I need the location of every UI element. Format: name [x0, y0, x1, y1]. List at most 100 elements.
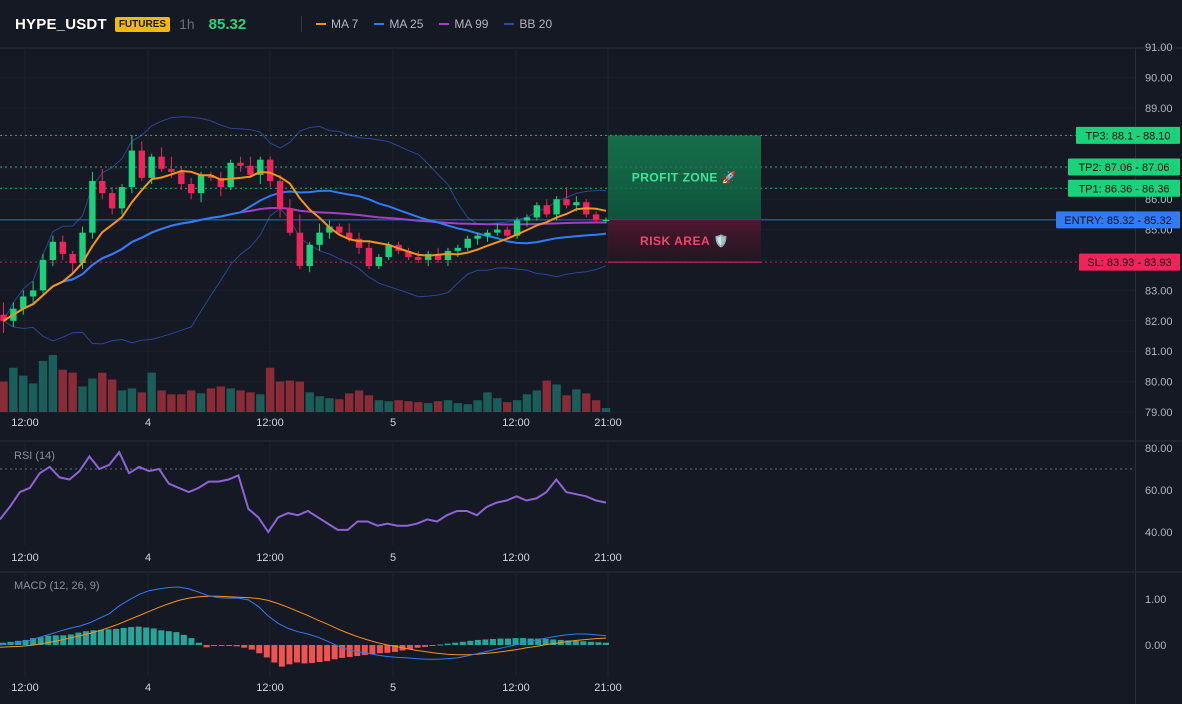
candle-body	[523, 217, 531, 221]
volume-bar	[591, 400, 601, 412]
symbol-name[interactable]: HYPE_USDT	[15, 15, 107, 33]
macd-histogram-bar	[452, 642, 459, 645]
candle-body	[563, 199, 570, 206]
candle-body	[484, 232, 491, 236]
macd-histogram-bar	[143, 627, 150, 645]
candle-body	[474, 235, 481, 239]
tp1-price-tag: TP1: 86.36 - 86.36	[1068, 179, 1180, 197]
candle	[355, 232, 363, 254]
macd-histogram-bar	[293, 645, 300, 663]
time-tick-label: 21:00	[594, 682, 622, 694]
candle-body	[187, 184, 195, 194]
candle	[286, 199, 294, 236]
macd-histogram-bar	[180, 634, 187, 645]
price-tag-box	[1076, 126, 1180, 144]
macd-histogram-bar	[437, 644, 444, 646]
candle-body	[316, 232, 323, 245]
legend-item-ma-99[interactable]: MA 99	[439, 17, 488, 31]
price-tag-label: TP3: 88.1 - 88.10	[1086, 130, 1171, 142]
legend-item-ma-25[interactable]: MA 25	[374, 17, 423, 31]
candle	[39, 253, 47, 294]
candle	[504, 226, 511, 239]
legend-item-ma-7[interactable]: MA 7	[316, 17, 358, 31]
macd-histogram-bar	[414, 645, 421, 648]
profit-zone-label: PROFIT ZONE 🚀	[632, 171, 737, 185]
macd-histogram-bar	[256, 645, 263, 654]
candle	[138, 141, 145, 181]
volume-bar	[512, 400, 522, 412]
volume-bar	[275, 381, 285, 412]
price-tick-label: 90.00	[1145, 73, 1173, 85]
price-tag-box	[1068, 158, 1180, 176]
macd-histogram-bar	[82, 631, 89, 645]
time-tick-label: 12:00	[502, 682, 530, 694]
candle-body	[602, 219, 610, 222]
candle	[59, 235, 66, 260]
candle	[0, 302, 7, 333]
volume-bar	[562, 395, 571, 412]
candle	[425, 250, 432, 267]
candle-body	[257, 159, 264, 175]
candle-body	[69, 253, 76, 264]
legend-swatch	[439, 23, 450, 25]
macd-histogram-bar	[527, 638, 534, 645]
time-axis: 12:00 4 12:00 5 12:00 21:00	[11, 682, 622, 694]
legend-item-bb-20[interactable]: BB 20	[504, 17, 552, 31]
candle	[464, 235, 471, 251]
legend-label: BB 20	[519, 17, 553, 31]
macd-histogram-bar	[339, 645, 346, 658]
price-tag-box	[1056, 211, 1180, 229]
volume-bar	[88, 378, 97, 412]
rsi-tick-label: 80.00	[1145, 443, 1173, 455]
candle-body	[247, 165, 254, 175]
volume-bar	[335, 399, 344, 412]
macd-histogram-bar	[211, 645, 218, 646]
price-axis: 91.0090.0089.0088.0087.0086.0085.0084.00…	[1145, 42, 1173, 419]
macd-histogram-bar	[226, 645, 233, 646]
macd-histogram-bar	[150, 628, 157, 645]
macd-histogram-bar	[75, 632, 82, 645]
volume-bar	[582, 393, 591, 412]
macd-histogram-bar	[354, 645, 361, 657]
macd-histogram-bar	[158, 630, 165, 645]
macd-histogram-bar	[324, 645, 331, 662]
candle	[20, 290, 27, 315]
candle-body	[29, 290, 37, 297]
candle	[563, 187, 570, 209]
price-tag-label: TP2: 87.06 - 87.06	[1078, 162, 1169, 174]
candle-body	[336, 226, 343, 233]
candle	[365, 241, 373, 270]
macd-label: MACD (12, 26, 9)	[14, 580, 100, 592]
macd-histogram-bar	[505, 638, 512, 645]
candle-body	[504, 229, 511, 236]
volume-bar	[186, 390, 196, 412]
candle-body	[20, 296, 27, 309]
candle-body	[326, 226, 333, 233]
volume-bar	[196, 393, 206, 412]
time-tick-label: 4	[145, 682, 151, 694]
candle	[187, 177, 195, 200]
candle	[533, 202, 541, 221]
candle	[217, 171, 224, 197]
entry-price-tag: ENTRY: 85.32 - 85.32	[1056, 211, 1180, 229]
interval-selector[interactable]: 1h	[179, 16, 195, 32]
volume-bar	[285, 380, 295, 412]
macd-histogram-bar	[105, 629, 112, 645]
time-tick-label: 12:00	[11, 417, 39, 429]
volume-bar	[265, 367, 275, 412]
candle	[118, 184, 126, 215]
volume-bar	[394, 400, 403, 412]
bb-upper-line	[3, 116, 606, 322]
candle-body	[217, 177, 224, 188]
macd-histogram-bar	[248, 645, 255, 650]
candle-body	[128, 150, 136, 188]
time-tick-label: 5	[390, 552, 396, 564]
macd-histogram-bar	[203, 645, 210, 648]
volume-bar	[572, 389, 581, 412]
candle-body	[573, 202, 580, 206]
macd-histogram-bar	[60, 635, 67, 645]
candle	[89, 171, 96, 239]
candle-body	[415, 256, 422, 260]
